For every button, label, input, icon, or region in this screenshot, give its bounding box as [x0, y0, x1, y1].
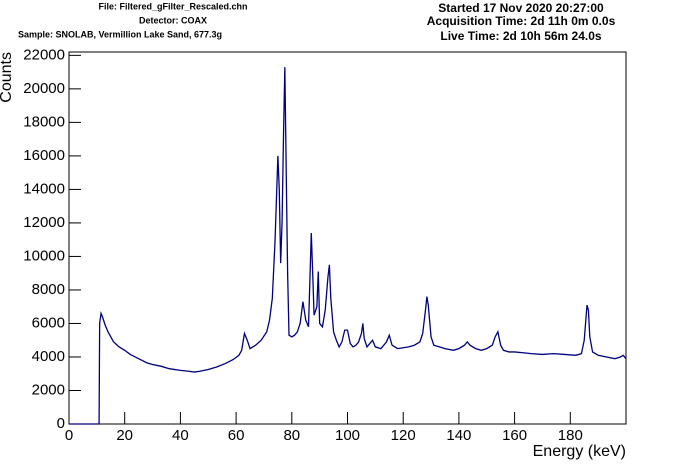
sample-label: Sample: SNOLAB, Vermillion Lake Sand, 67… — [18, 29, 222, 39]
x-tick-label: 120 — [391, 427, 416, 444]
y-axis-title: Counts — [0, 52, 15, 103]
started-label: Started 17 Nov 2020 20:27:00 — [438, 1, 604, 15]
y-tick-label: 10000 — [23, 247, 65, 264]
file-label: File: Filtered_gFilter_Rescaled.chn — [98, 1, 247, 11]
y-tick-label: 6000 — [32, 314, 65, 331]
x-axis-title: Energy (keV) — [533, 443, 626, 460]
x-tick-label: 80 — [283, 427, 300, 444]
y-tick-label: 18000 — [23, 113, 65, 130]
x-tick-label: 20 — [116, 427, 133, 444]
x-tick-label: 60 — [228, 427, 245, 444]
y-tick-label: 16000 — [23, 147, 65, 164]
acquisition-label: Acquisition Time: 2d 11h 0m 0.0s — [427, 14, 616, 28]
y-tick-label: 8000 — [32, 281, 65, 298]
y-tick-label: 12000 — [23, 214, 65, 231]
plot-frame — [68, 51, 627, 425]
live-label: Live Time: 2d 10h 56m 24.0s — [440, 29, 602, 43]
spectrum-line — [69, 67, 627, 425]
x-tick-label: 40 — [172, 427, 189, 444]
x-tick-label: 0 — [65, 427, 73, 444]
x-tick-label: 180 — [558, 427, 583, 444]
y-tick-label: 0 — [57, 415, 65, 432]
detector-label: Detector: COAX — [139, 15, 207, 25]
x-tick-label: 100 — [335, 427, 360, 444]
y-tick-label: 22000 — [23, 46, 65, 63]
x-tick-label: 160 — [502, 427, 527, 444]
y-tick-label: 4000 — [32, 348, 65, 365]
y-tick-label: 2000 — [32, 381, 65, 398]
y-tick-label: 20000 — [23, 80, 65, 97]
y-tick-label: 14000 — [23, 180, 65, 197]
x-tick-label: 140 — [446, 427, 471, 444]
